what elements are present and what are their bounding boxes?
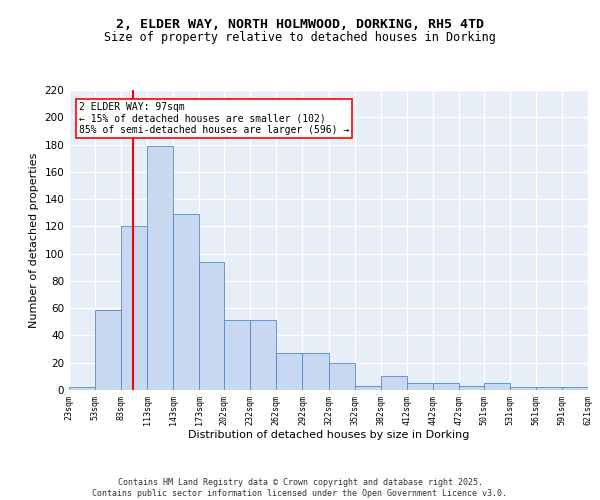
Bar (510, 388, 536, 390)
Bar (224, 320, 250, 390)
Bar (121, 226, 147, 390)
Bar (329, 362, 355, 390)
Bar (69, 388, 95, 390)
X-axis label: Distribution of detached houses by size in Dorking: Distribution of detached houses by size … (188, 430, 469, 440)
Bar (562, 388, 588, 390)
Text: 2, ELDER WAY, NORTH HOLMWOOD, DORKING, RH5 4TD: 2, ELDER WAY, NORTH HOLMWOOD, DORKING, R… (116, 18, 484, 30)
Bar (277, 353, 302, 390)
Bar (199, 262, 224, 390)
Bar (355, 386, 380, 390)
Bar (458, 386, 484, 390)
Text: Size of property relative to detached houses in Dorking: Size of property relative to detached ho… (104, 31, 496, 44)
Text: Contains HM Land Registry data © Crown copyright and database right 2025.
Contai: Contains HM Land Registry data © Crown c… (92, 478, 508, 498)
Bar (173, 214, 199, 390)
Bar (302, 353, 329, 390)
Bar (407, 383, 433, 390)
Bar (147, 146, 173, 390)
Text: 2 ELDER WAY: 97sqm
← 15% of detached houses are smaller (102)
85% of semi-detach: 2 ELDER WAY: 97sqm ← 15% of detached hou… (79, 102, 349, 136)
Y-axis label: Number of detached properties: Number of detached properties (29, 152, 39, 328)
Bar (536, 388, 562, 390)
Bar (433, 383, 458, 390)
Bar (484, 383, 510, 390)
Bar (95, 310, 121, 390)
Bar (250, 320, 277, 390)
Bar (380, 376, 407, 390)
